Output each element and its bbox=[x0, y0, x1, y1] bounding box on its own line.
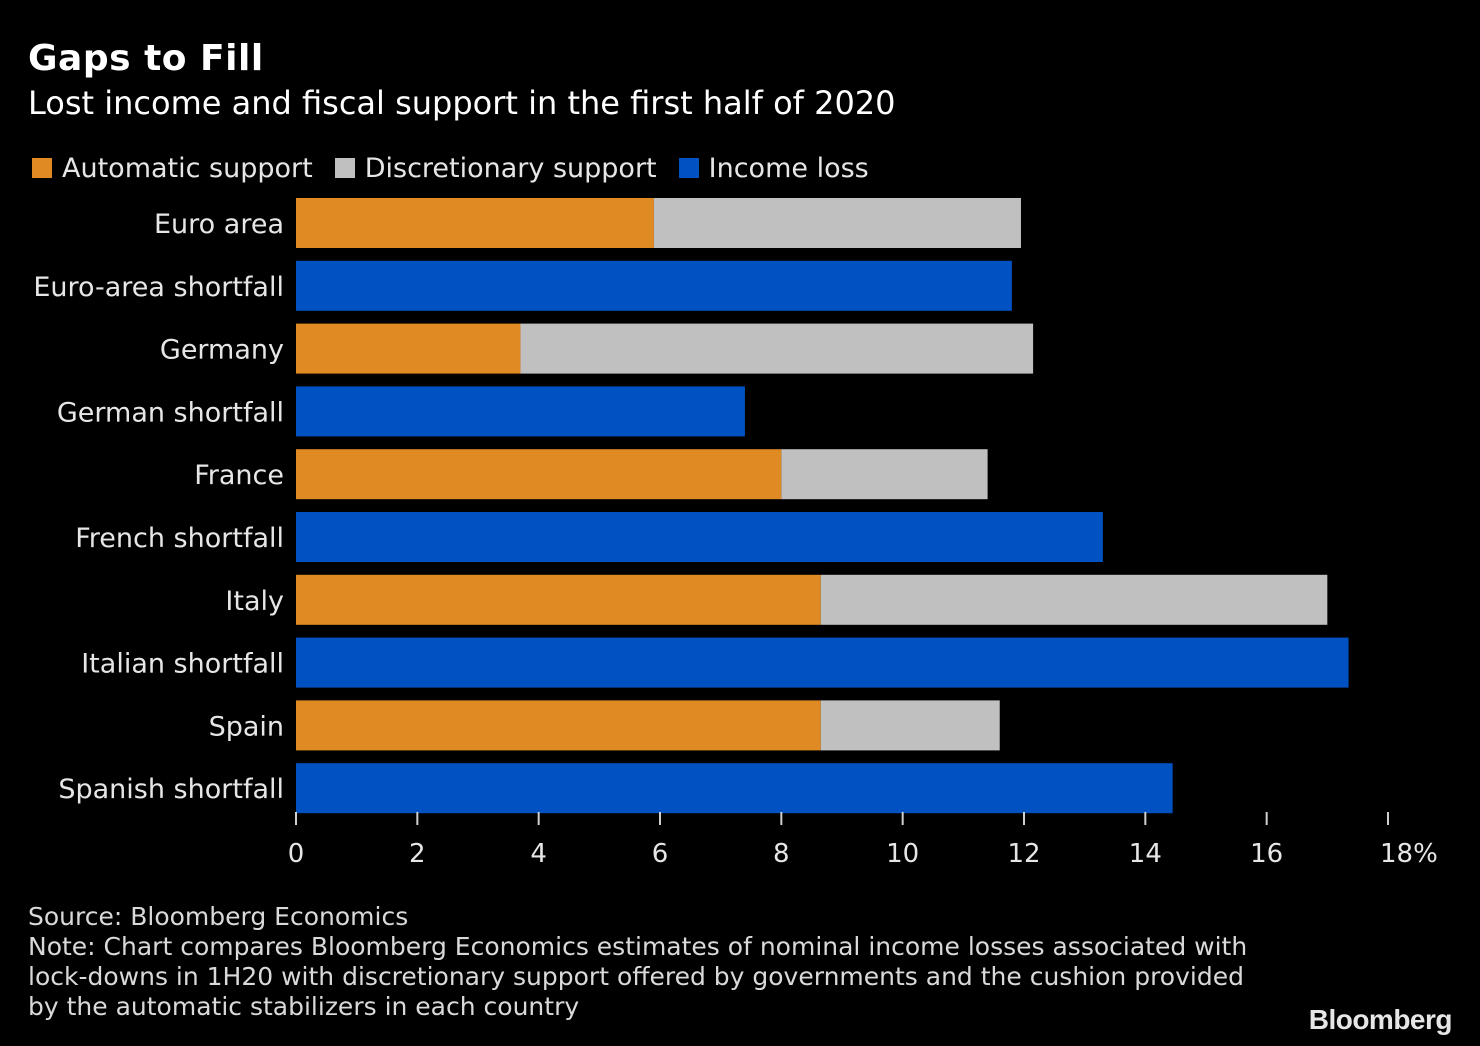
bar-euro-area-automatic-support bbox=[296, 198, 654, 248]
bar-italy-discretionary-support bbox=[820, 574, 1328, 625]
bar-french-shortfall-income-loss bbox=[296, 512, 1103, 562]
x-tick-label-14: 14 bbox=[1129, 839, 1162, 869]
bar-euro-area-discretionary-support bbox=[653, 198, 1021, 248]
legend: Automatic support Discretionary support … bbox=[32, 150, 891, 186]
legend-item-discretionary-support: Discretionary support bbox=[334, 152, 657, 184]
legend-label-income-loss: Income loss bbox=[708, 152, 869, 184]
x-tick-label-4: 4 bbox=[530, 839, 547, 869]
bar-spain-discretionary-support bbox=[820, 700, 1000, 751]
bar-germany-discretionary-support bbox=[520, 323, 1034, 374]
x-tick-label-16: 16 bbox=[1250, 839, 1283, 869]
category-label-euro-area: Euro area bbox=[154, 209, 284, 240]
category-label-italian-shortfall: Italian shortfall bbox=[81, 649, 284, 680]
x-tick-label-8: 8 bbox=[773, 839, 790, 869]
category-label-french-shortfall: French shortfall bbox=[75, 523, 284, 554]
bar-italy-automatic-support bbox=[296, 574, 821, 625]
legend-swatch-automatic-support bbox=[32, 158, 52, 178]
category-label-france: France bbox=[194, 460, 284, 491]
bar-germany-automatic-support bbox=[296, 323, 521, 374]
x-tick-label-12: 12 bbox=[1007, 839, 1040, 869]
category-label-spanish-shortfall: Spanish shortfall bbox=[58, 774, 284, 805]
bar-france-automatic-support bbox=[296, 449, 782, 500]
x-tick-label-6: 6 bbox=[652, 839, 669, 869]
category-label-german-shortfall: German shortfall bbox=[57, 397, 284, 428]
bar-euro-area-shortfall-income-loss bbox=[296, 260, 1012, 311]
footnote: Source: Bloomberg Economics Note: Chart … bbox=[28, 902, 1268, 1022]
x-tick-label-0: 0 bbox=[288, 839, 305, 869]
legend-label-automatic-support: Automatic support bbox=[62, 152, 313, 184]
note-line-1: Note: Chart compares Bloomberg Economics… bbox=[28, 932, 1248, 961]
x-tick-label-2: 2 bbox=[409, 839, 426, 869]
legend-item-automatic-support: Automatic support bbox=[32, 153, 313, 184]
note-line-2: lock-downs in 1H20 with discretionary su… bbox=[28, 962, 1244, 991]
bar-german-shortfall-income-loss bbox=[296, 386, 745, 437]
legend-swatch-income-loss bbox=[678, 158, 699, 178]
chart-title: Gaps to Fill bbox=[28, 38, 264, 79]
legend-item-income-loss: Income loss bbox=[678, 152, 869, 184]
source-text: Source: Bloomberg Economics bbox=[28, 902, 409, 931]
bar-chart: Euro area Euro-area shortfall Germany Germa… bbox=[33, 198, 1438, 869]
x-tick-label-10: 10 bbox=[886, 839, 919, 869]
note-line-3: by the automatic stabilizers in each cou… bbox=[28, 992, 580, 1021]
bar-spanish-shortfall-income-loss bbox=[296, 763, 1173, 814]
category-label-spain: Spain bbox=[209, 711, 284, 742]
category-label-germany: Germany bbox=[160, 335, 284, 366]
category-label-italy: Italy bbox=[225, 586, 284, 617]
category-label-euro-area-shortfall: Euro-area shortfall bbox=[33, 272, 284, 303]
x-tick-label-18: 18% bbox=[1380, 839, 1438, 869]
bloomberg-logo: Bloomberg bbox=[1308, 1004, 1453, 1035]
bar-italian-shortfall-income-loss bbox=[296, 637, 1349, 688]
bar-spain-automatic-support bbox=[296, 700, 821, 751]
legend-swatch-discretionary-support bbox=[334, 158, 355, 178]
legend-label-discretionary-support: Discretionary support bbox=[364, 152, 657, 184]
bar-france-discretionary-support bbox=[781, 449, 988, 500]
chart-subtitle: Lost income and fiscal support in the fi… bbox=[28, 84, 896, 122]
